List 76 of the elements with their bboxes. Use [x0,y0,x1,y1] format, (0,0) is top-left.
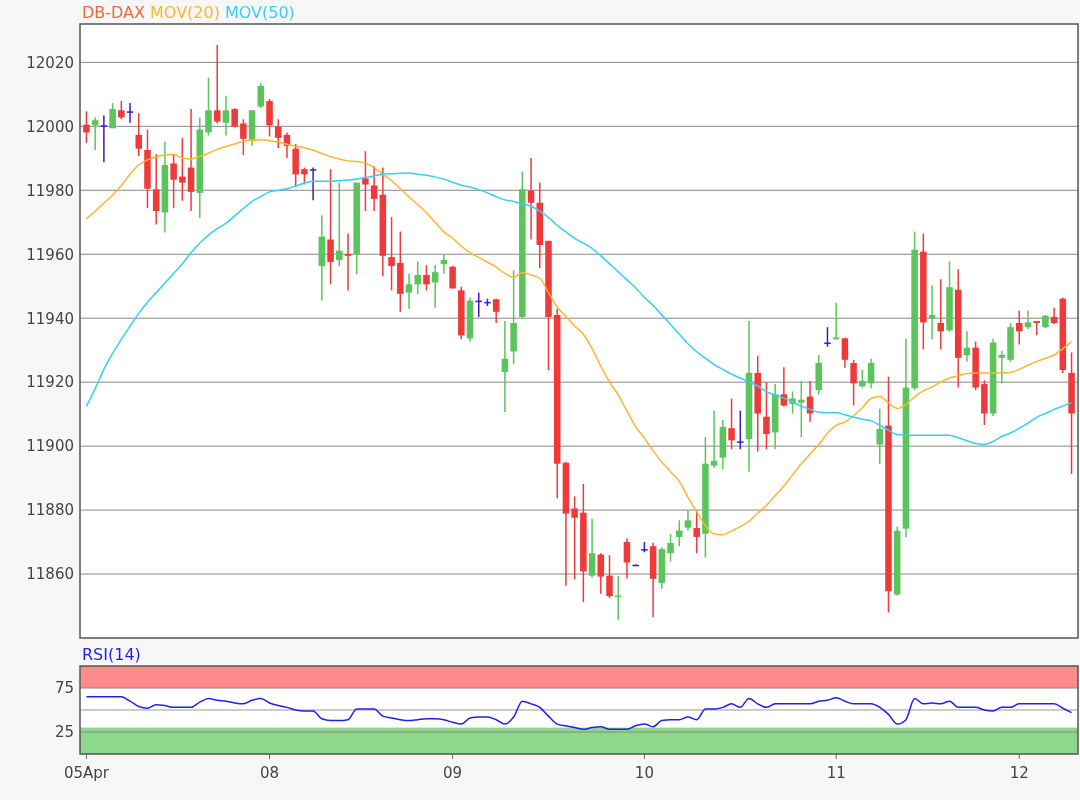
candlestick [179,137,186,202]
x-tick-label: 05Apr [63,763,110,782]
y-tick-label: 75 [54,679,74,698]
candlestick [205,76,212,137]
y-tick-label: 11880 [26,501,74,520]
y-tick-label: 11940 [26,309,74,328]
line-series [85,696,1073,731]
y-tick-label: 12000 [26,117,74,136]
candlestick [240,118,247,156]
candlestick [501,320,509,413]
candlestick [710,409,718,469]
candlestick [763,381,770,451]
candlestick [588,517,596,579]
candlestick [832,302,840,341]
y-tick-label: 11900 [26,437,74,456]
candlestick [841,336,849,369]
candlestick [135,112,143,157]
candlestick [118,100,125,121]
y-tick-label: 12020 [26,53,74,72]
candlestick [83,110,90,144]
candlestick [152,153,160,226]
candlestick [876,407,884,465]
candlestick [998,350,1006,385]
text: RSI(14) [82,645,141,664]
y-tick-label: 11920 [26,373,74,392]
candlestick [798,380,805,438]
candlestick [623,537,631,580]
candlestick [737,409,744,451]
candlestick [431,264,439,309]
x-tick-label: 11 [826,763,846,782]
candlestick [527,157,535,241]
candlestick [597,552,605,595]
candlestick [684,509,692,532]
candlestick [370,165,378,212]
candlestick [675,519,683,547]
candlestick [213,44,221,125]
candlestick [728,397,735,451]
x-tick-label: 12 [1009,763,1029,782]
candlestick [1015,310,1023,346]
candlestick [309,166,317,201]
candlestick [274,118,282,149]
text: MOV(50) [224,3,295,22]
candlestick [1024,310,1032,330]
candlestick [423,264,430,292]
candlestick [126,102,134,124]
candlestick [362,150,369,212]
line-series [85,172,1073,446]
candlestick [667,533,674,563]
candlestick [344,232,352,292]
candlestick [388,216,395,292]
y-tick-label: 11980 [26,181,74,200]
candlestick [414,260,421,295]
y-tick-label: 25 [54,723,74,742]
candlestick [571,495,578,581]
y-tick-label: 11960 [26,245,74,264]
candlestick [100,114,108,163]
candlestick [91,116,99,151]
y-tick-label: 11860 [26,565,74,584]
candlestick [222,94,230,137]
x-tick-label: 10 [634,763,654,782]
candlestick [606,554,613,599]
candlestick [850,359,857,407]
candlestick [109,102,116,129]
candlestick [614,574,622,621]
chart-title: DB-DAX [82,3,146,22]
candlestick [170,153,177,209]
candlestick [231,107,238,129]
candlestick [492,297,500,324]
candlestick [867,358,875,389]
x-tick-label: 09 [443,763,463,782]
x-tick-label: 08 [259,763,280,782]
candlestick [257,82,265,109]
text: MOV(20) [150,3,220,22]
candlestick [327,168,334,286]
candlestick [335,181,343,267]
candlestick [405,272,413,310]
